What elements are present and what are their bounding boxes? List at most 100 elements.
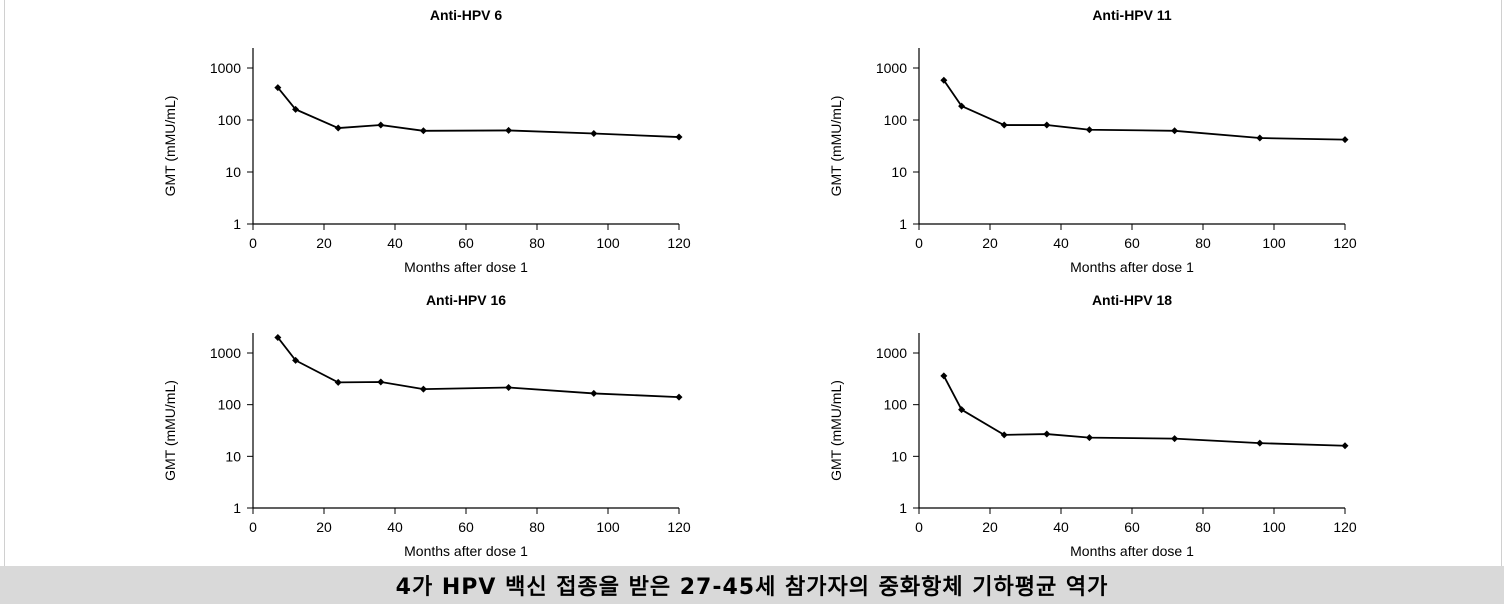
data-point <box>292 105 300 113</box>
x-tick-label: 80 <box>529 519 545 535</box>
x-tick-label: 100 <box>1262 519 1286 535</box>
y-tick-label: 1000 <box>876 60 907 76</box>
data-point <box>505 126 513 134</box>
data-point <box>1000 431 1008 439</box>
y-axis-label: GMT (mMU/mL) <box>828 96 844 197</box>
data-point <box>1341 442 1349 450</box>
caption-bar: 4가 HPV 백신 접종을 받은 27-45세 참가자의 중화항체 기하평균 역… <box>0 566 1504 604</box>
data-point <box>1085 126 1093 134</box>
data-point <box>377 121 385 129</box>
x-tick-label: 60 <box>1124 235 1140 251</box>
x-tick-label: 0 <box>249 519 257 535</box>
data-point <box>940 372 948 380</box>
x-tick-label: 20 <box>982 519 998 535</box>
chart-panel: Anti-HPV 16 1 10 100 1000 0 20 40 60 80 100 120 Mont… <box>162 292 691 559</box>
data-point <box>1043 430 1051 438</box>
data-point <box>377 378 385 386</box>
y-tick-label: 100 <box>884 397 908 413</box>
data-point <box>419 385 427 393</box>
x-tick-label: 40 <box>387 235 403 251</box>
y-tick-label: 100 <box>218 112 242 128</box>
series-line <box>277 336 680 399</box>
x-tick-label: 120 <box>667 519 691 535</box>
chart-title: Anti-HPV 16 <box>426 292 506 308</box>
x-tick-label: 20 <box>982 235 998 251</box>
y-tick-label: 1000 <box>210 345 241 361</box>
data-point <box>1341 136 1349 144</box>
x-tick-label: 40 <box>1053 519 1069 535</box>
x-tick-label: 100 <box>596 519 620 535</box>
x-tick-label: 60 <box>458 519 474 535</box>
y-tick-label: 10 <box>225 448 241 464</box>
data-point <box>334 378 342 386</box>
y-tick-label: 1 <box>233 500 241 516</box>
chart-panel: Anti-HPV 11 1 10 100 1000 0 20 40 60 80 100 120 Mont… <box>828 7 1357 275</box>
y-tick-label: 100 <box>884 112 908 128</box>
x-tick-label: 120 <box>667 235 691 251</box>
data-point <box>958 102 966 110</box>
data-point <box>334 124 342 132</box>
y-axis-label: GMT (mMU/mL) <box>828 380 844 481</box>
data-point <box>1000 121 1008 129</box>
x-tick-label: 20 <box>316 235 332 251</box>
x-tick-label: 100 <box>596 235 620 251</box>
y-tick-label: 10 <box>891 448 907 464</box>
series-line <box>277 87 680 138</box>
series-line <box>943 375 1346 447</box>
data-point <box>675 133 683 141</box>
x-axis-label: Months after dose 1 <box>1070 259 1194 275</box>
x-tick-label: 80 <box>1195 519 1211 535</box>
x-tick-label: 120 <box>1333 235 1357 251</box>
x-axis-label: Months after dose 1 <box>1070 543 1194 559</box>
chart-panel: Anti-HPV 18 1 10 100 1000 0 20 40 60 80 100 120 Mont… <box>828 292 1357 559</box>
x-tick-label: 20 <box>316 519 332 535</box>
data-point <box>675 393 683 401</box>
data-point <box>274 84 282 92</box>
data-point <box>590 130 598 138</box>
figure-caption: 4가 HPV 백신 접종을 받은 27-45세 참가자의 중화항체 기하평균 역… <box>395 575 1109 600</box>
data-point <box>1171 127 1179 135</box>
x-axis-label: Months after dose 1 <box>404 259 528 275</box>
data-point <box>292 356 300 364</box>
y-tick-label: 1 <box>899 500 907 516</box>
data-point <box>958 406 966 414</box>
y-axis-label: GMT (mMU/mL) <box>162 96 178 197</box>
data-point <box>274 333 282 341</box>
y-axis-label: GMT (mMU/mL) <box>162 380 178 481</box>
data-point <box>505 383 513 391</box>
data-point <box>1171 435 1179 443</box>
x-tick-label: 0 <box>915 235 923 251</box>
x-tick-label: 80 <box>1195 235 1211 251</box>
x-tick-label: 0 <box>249 235 257 251</box>
chart-panel: Anti-HPV 6 1 10 100 1000 0 20 40 60 80 100 120 Month… <box>162 7 691 275</box>
y-tick-label: 10 <box>891 164 907 180</box>
x-tick-label: 100 <box>1262 235 1286 251</box>
x-tick-label: 40 <box>1053 235 1069 251</box>
x-tick-label: 120 <box>1333 519 1357 535</box>
x-tick-label: 60 <box>1124 519 1140 535</box>
x-tick-label: 60 <box>458 235 474 251</box>
x-tick-label: 0 <box>915 519 923 535</box>
x-tick-label: 40 <box>387 519 403 535</box>
data-point <box>940 76 948 84</box>
data-point <box>590 389 598 397</box>
y-tick-label: 1 <box>899 216 907 232</box>
data-point <box>1256 439 1264 447</box>
y-tick-label: 10 <box>225 164 241 180</box>
series-line <box>943 79 1346 141</box>
data-point <box>1085 434 1093 442</box>
data-point <box>419 127 427 135</box>
y-tick-label: 100 <box>218 397 242 413</box>
y-tick-label: 1000 <box>210 60 241 76</box>
chart-title: Anti-HPV 6 <box>430 7 503 23</box>
data-point <box>1256 134 1264 142</box>
chart-title: Anti-HPV 18 <box>1092 292 1172 308</box>
x-axis-label: Months after dose 1 <box>404 543 528 559</box>
y-tick-label: 1 <box>233 216 241 232</box>
chart-figure: Anti-HPV 6 1 10 100 1000 0 20 40 60 80 100 120 Month… <box>4 0 1502 566</box>
data-point <box>1043 121 1051 129</box>
x-tick-label: 80 <box>529 235 545 251</box>
chart-title: Anti-HPV 11 <box>1092 7 1172 23</box>
y-tick-label: 1000 <box>876 345 907 361</box>
